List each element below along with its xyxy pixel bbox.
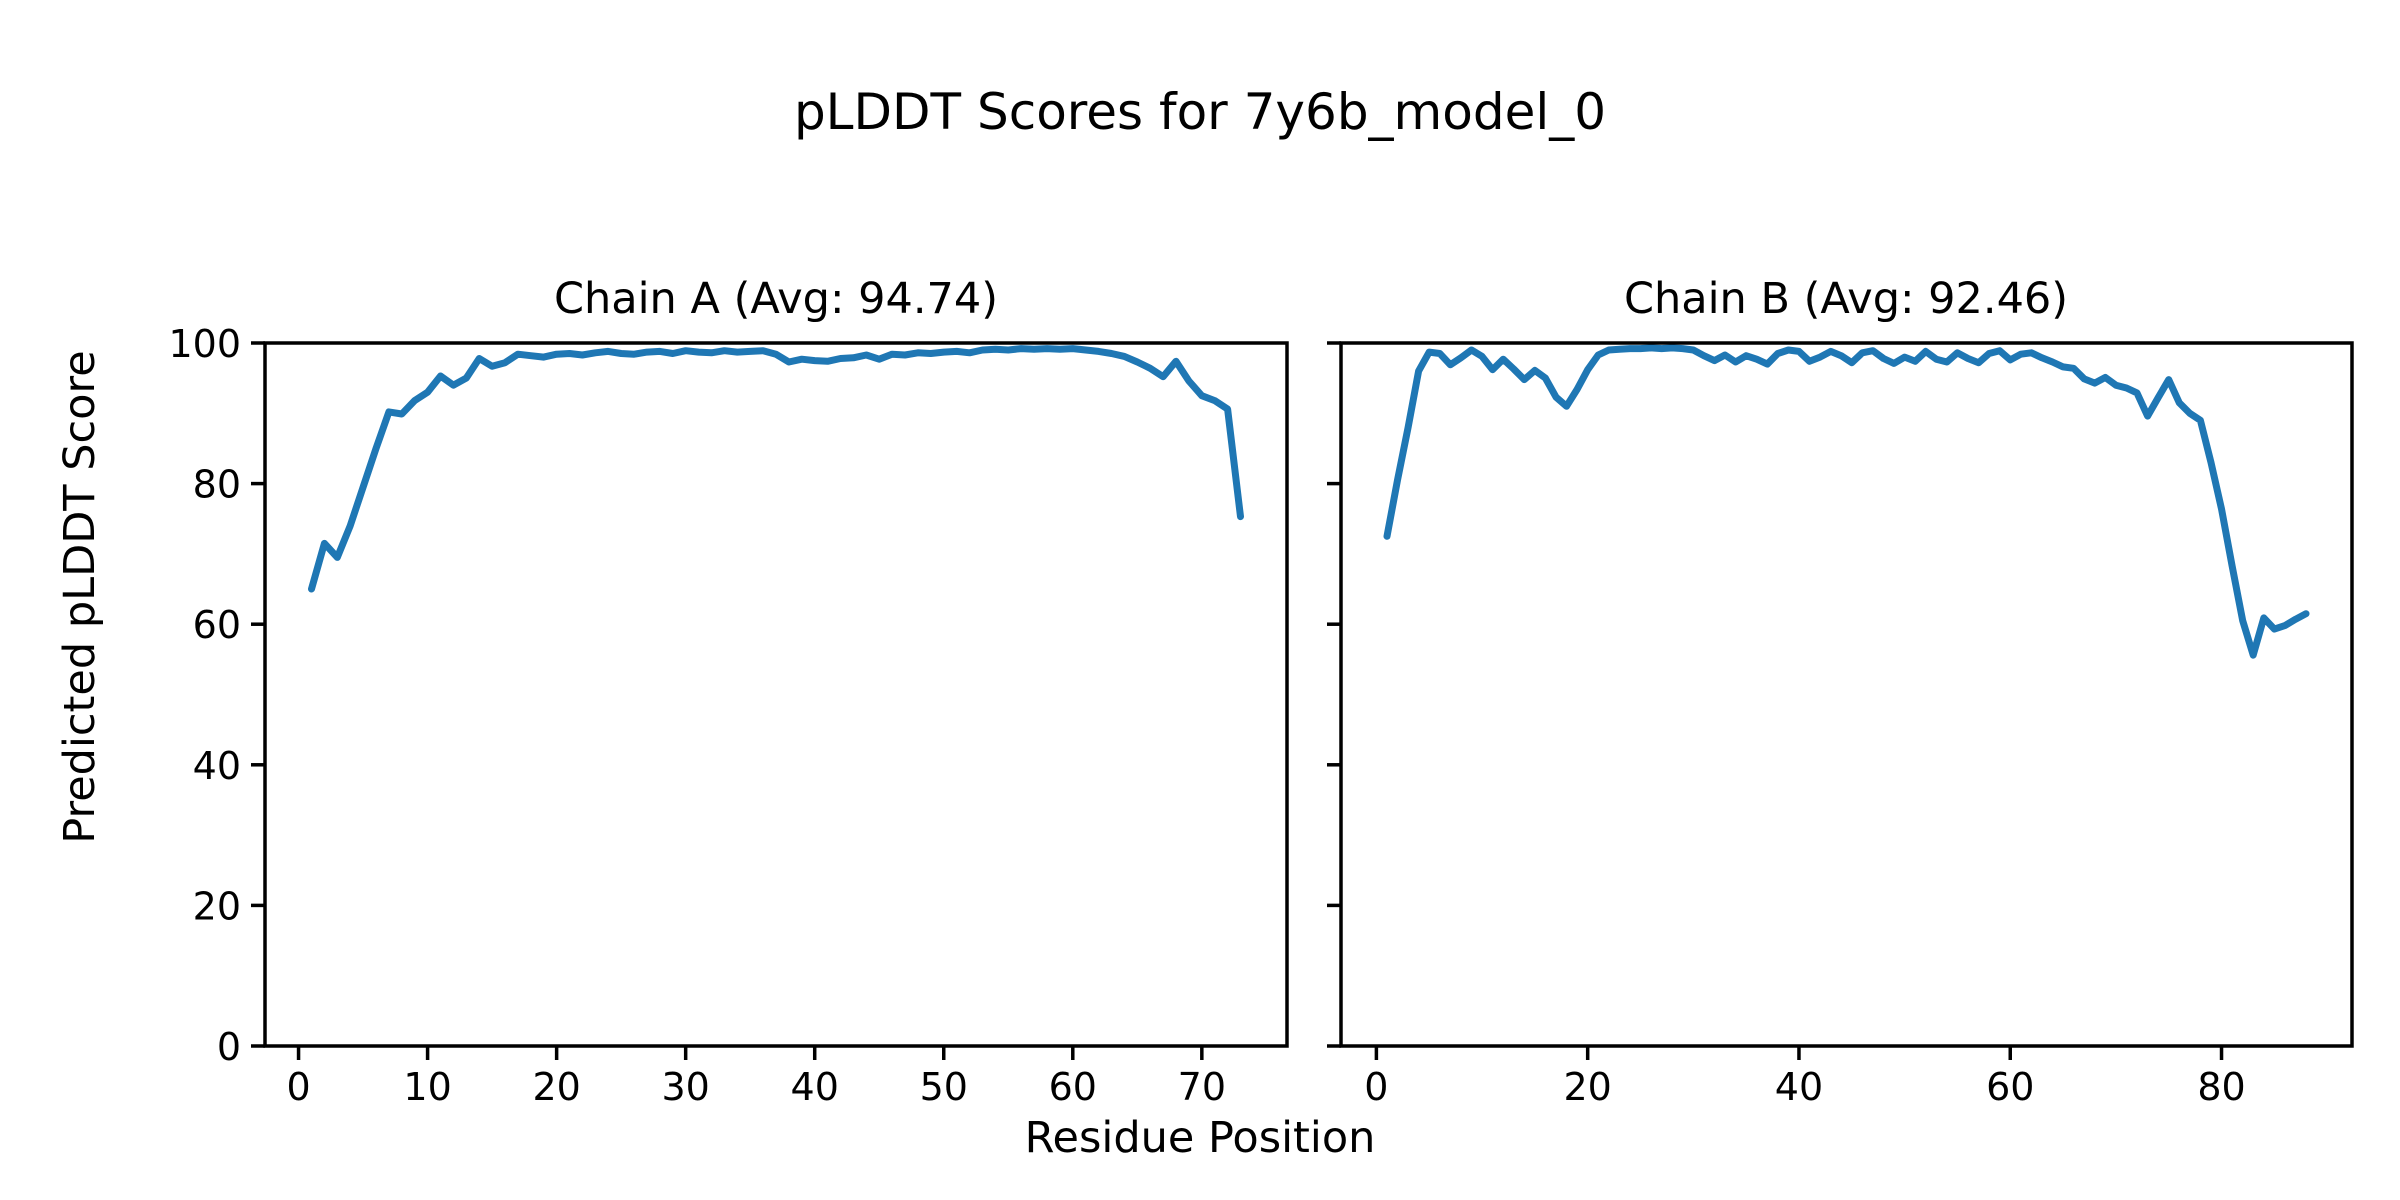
axes-box-chain-a <box>263 341 1289 1048</box>
subplot-chain-b: 0 20 40 60 80 <box>1327 341 2354 1109</box>
y-tick-label-chain-a: 100 <box>168 322 241 366</box>
y-tick-label-chain-a: 20 <box>193 884 241 928</box>
figure-title: pLDDT Scores for 7y6b_model_0 <box>793 83 1607 141</box>
y-tick-label-chain-a: 0 <box>217 1025 241 1069</box>
x-tick-label-chain-a: 10 <box>403 1065 451 1109</box>
y-tick-label-chain-a: 80 <box>193 463 241 507</box>
x-tick-label-chain-b: 20 <box>1563 1065 1611 1109</box>
x-tick-label-chain-a: 70 <box>1178 1065 1226 1109</box>
x-tick-label-chain-a: 40 <box>791 1065 839 1109</box>
subplot-title-chain-b: Chain B (Avg: 92.46) <box>1623 274 2069 324</box>
axes-box-chain-b <box>1339 341 2354 1048</box>
x-tick-label-chain-b: 60 <box>1986 1065 2034 1109</box>
x-tick-label-chain-a: 20 <box>532 1065 580 1109</box>
x-tick-label-chain-a: 30 <box>661 1065 709 1109</box>
subplot-chain-a: 0 10 20 30 40 50 60 70 0 20 40 60 80 100 <box>168 322 1289 1109</box>
x-tick-label-chain-b: 40 <box>1775 1065 1823 1109</box>
y-axis-label: Predicted pLDDT Score <box>55 350 105 844</box>
plddt-line-chain-a <box>308 345 1244 593</box>
x-axis-label: Residue Position <box>1024 1113 1376 1163</box>
x-tick-label-chain-b: 80 <box>2197 1065 2245 1109</box>
x-tick-label-chain-b: 0 <box>1364 1065 1388 1109</box>
x-tick-label-chain-a: 50 <box>920 1065 968 1109</box>
y-tick-label-chain-a: 40 <box>193 744 241 788</box>
x-tick-label-chain-a: 0 <box>286 1065 310 1109</box>
plddt-line-chain-b <box>1383 344 2310 659</box>
subplot-title-chain-a: Chain A (Avg: 94.74) <box>553 274 999 324</box>
y-tick-label-chain-a: 60 <box>193 603 241 647</box>
x-tick-label-chain-a: 60 <box>1049 1065 1097 1109</box>
